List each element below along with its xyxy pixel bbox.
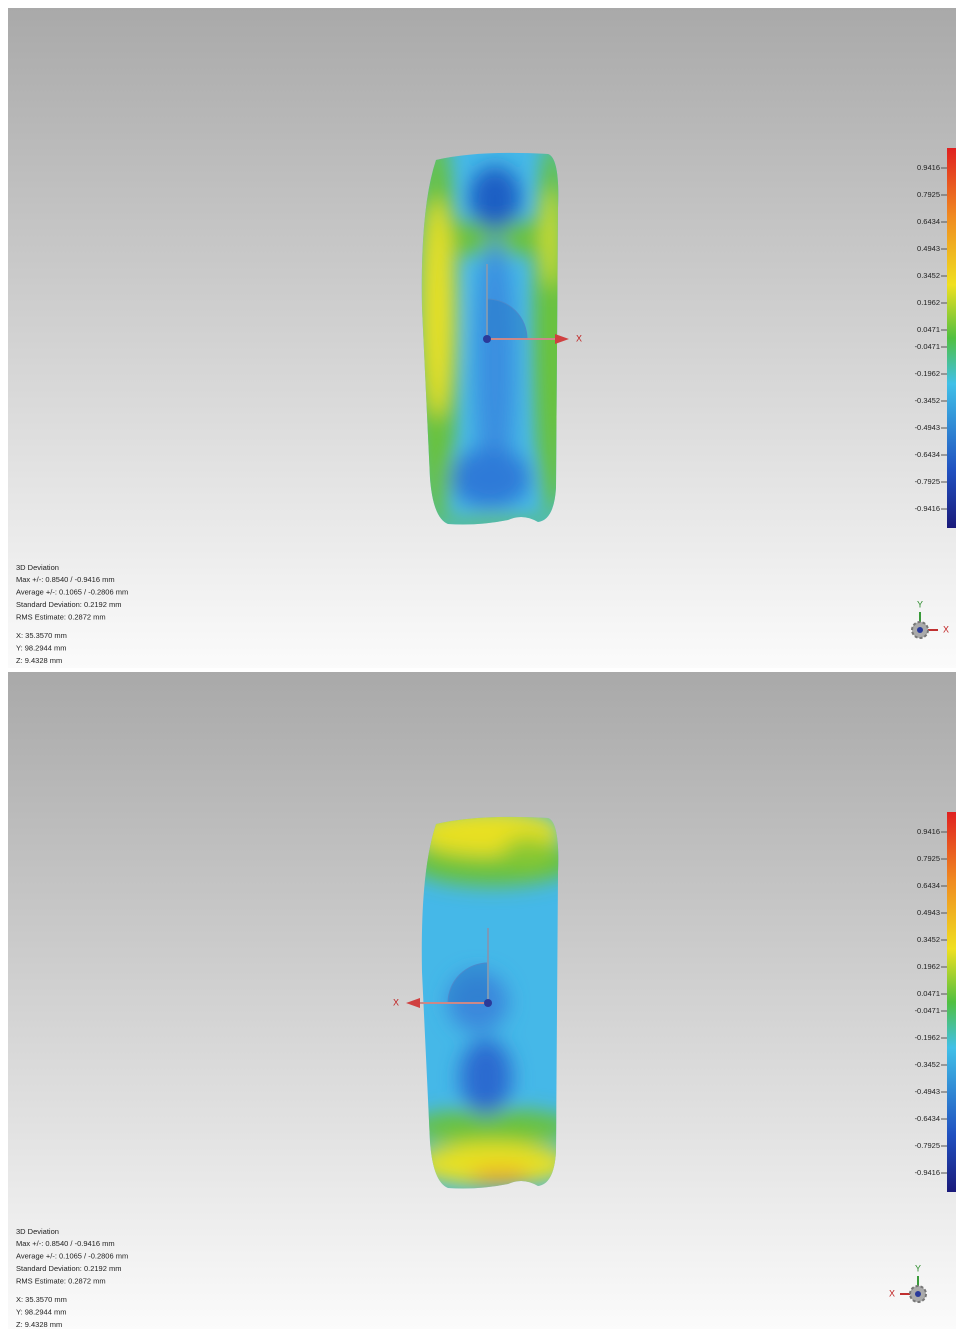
deviation-region: [408, 1109, 578, 1145]
deviation-region: [503, 837, 553, 867]
legend-label: -0.1962: [915, 369, 940, 378]
deviation-region: [469, 166, 521, 230]
coordinate: Z: 9.4328 mm: [16, 656, 62, 665]
info-line: RMS Estimate: 0.2872 mm: [16, 1276, 106, 1285]
coordinate: Y: 98.2944 mm: [16, 1307, 66, 1316]
legend-label: -0.3452: [915, 1060, 940, 1069]
legend-label: -0.9416: [915, 504, 940, 513]
view-x-label: X: [943, 624, 949, 634]
legend-label: 0.0471: [917, 989, 940, 998]
legend-label: 0.7925: [917, 190, 940, 199]
info-line: Max +/-: 0.8540 / -0.9416 mm: [16, 575, 115, 584]
info-line: RMS Estimate: 0.2872 mm: [16, 612, 106, 621]
legend-label: -0.4943: [915, 423, 940, 432]
info-line: Max +/-: 0.8540 / -0.9416 mm: [16, 1239, 115, 1248]
deviation-region: [422, 198, 454, 418]
info-line: Average +/-: 0.1065 / -0.2806 mm: [16, 587, 128, 596]
viewport: X 0.9416 0.7925 0.6434 0.4943 0.3452 0.1962 0.0…: [8, 672, 956, 1329]
info-title: 3D Deviation: [16, 1227, 59, 1236]
legend-label: 0.1962: [917, 298, 940, 307]
view-y-label: Y: [915, 1263, 921, 1273]
legend-label: 0.3452: [917, 271, 940, 280]
triad-x-label: X: [393, 997, 399, 1007]
viewport-canvas: X 0.9416 0.7925 0.6434 0.4943 0.3452 0.1962 0.0…: [8, 8, 956, 668]
triad-x-label: X: [576, 333, 582, 343]
color-bar: [947, 148, 956, 528]
legend-label: 0.1962: [917, 962, 940, 971]
view-x-label: X: [889, 1288, 895, 1298]
legend-label: 0.6434: [917, 217, 940, 226]
legend-label: -0.0471: [915, 342, 940, 351]
legend-label: 0.9416: [917, 827, 940, 836]
info-line: Standard Deviation: 0.2192 mm: [16, 1264, 121, 1273]
info-title: 3D Deviation: [16, 563, 59, 572]
coordinate: Y: 98.2944 mm: [16, 643, 66, 652]
legend-label: 0.9416: [917, 163, 940, 172]
legend-label: -0.4943: [915, 1087, 940, 1096]
legend-label: 0.7925: [917, 854, 940, 863]
info-line: Standard Deviation: 0.2192 mm: [16, 600, 121, 609]
coordinate: Z: 9.4328 mm: [16, 1320, 62, 1329]
deviation-region: [450, 448, 530, 508]
legend-label: -0.7925: [915, 477, 940, 486]
legend-label: 0.0471: [917, 325, 940, 334]
color-bar: [947, 812, 956, 1192]
triad-origin: [484, 999, 492, 1007]
deviation-region: [460, 1039, 512, 1115]
view-center: [917, 627, 923, 633]
viewport: X 0.9416 0.7925 0.6434 0.4943 0.3452 0.1962 0.0…: [8, 8, 956, 668]
legend-label: -0.7925: [915, 1141, 940, 1150]
legend-label: 0.6434: [917, 881, 940, 890]
page: X 0.9416 0.7925 0.6434 0.4943 0.3452 0.1962 0.0…: [0, 0, 956, 1329]
legend-label: 0.4943: [917, 908, 940, 917]
triad-origin: [483, 335, 491, 343]
legend-label: -0.9416: [915, 1168, 940, 1177]
legend-label: -0.3452: [915, 396, 940, 405]
viewport-canvas: X 0.9416 0.7925 0.6434 0.4943 0.3452 0.1962 0.0…: [8, 672, 956, 1329]
info-line: Average +/-: 0.1065 / -0.2806 mm: [16, 1251, 128, 1260]
legend-label: 0.3452: [917, 935, 940, 944]
legend-label: -0.6434: [915, 450, 940, 459]
legend-label: -0.0471: [915, 1006, 940, 1015]
deviation-region: [542, 188, 558, 288]
legend-label: 0.4943: [917, 244, 940, 253]
coordinate: X: 35.3570 mm: [16, 631, 67, 640]
view-center: [915, 1291, 921, 1297]
view-y-label: Y: [917, 599, 923, 609]
legend-label: -0.1962: [915, 1033, 940, 1042]
coordinate: X: 35.3570 mm: [16, 1295, 67, 1304]
legend-label: -0.6434: [915, 1114, 940, 1123]
